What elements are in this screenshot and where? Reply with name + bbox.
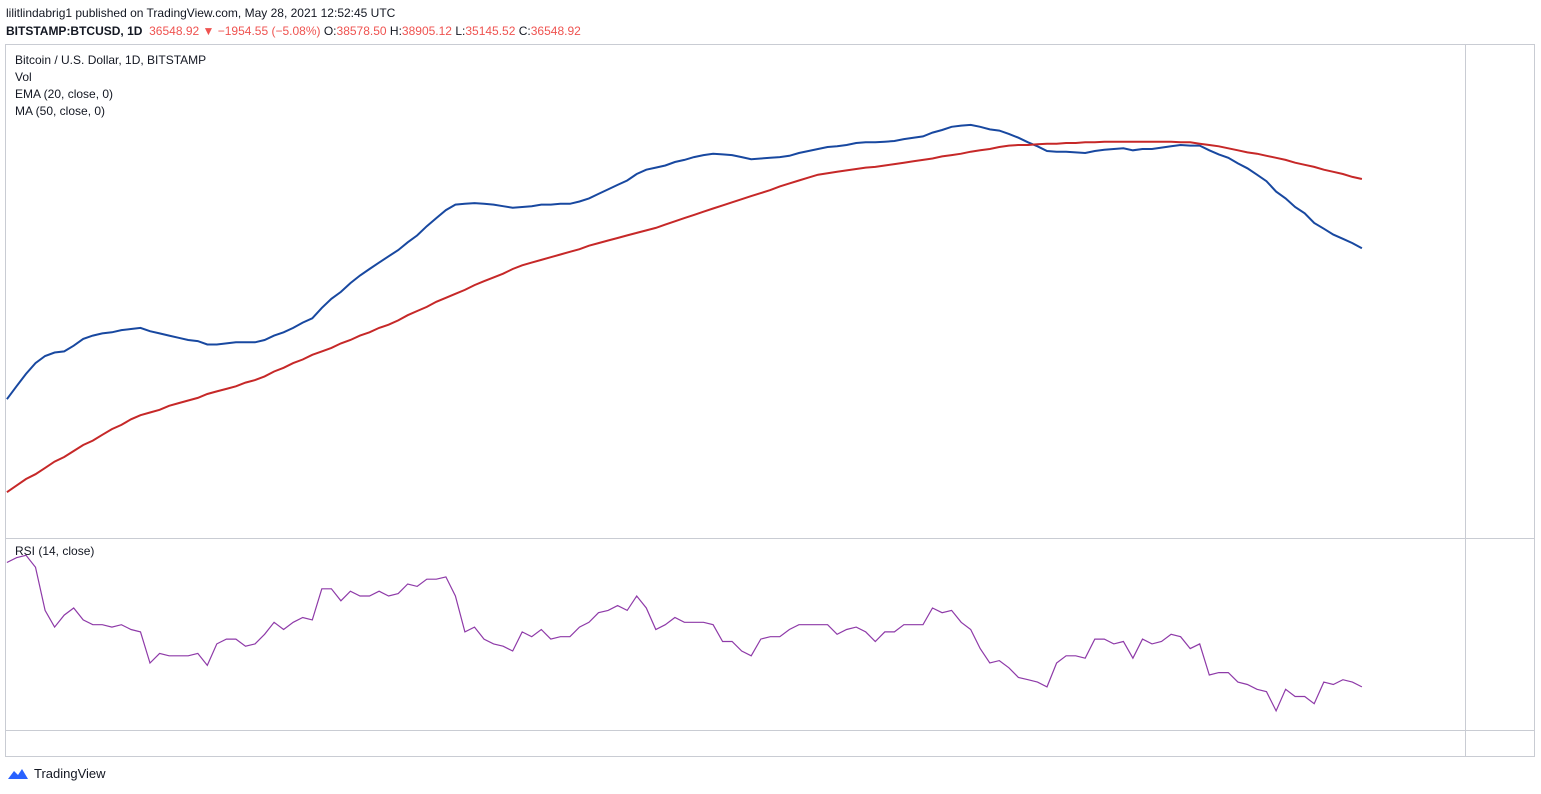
price: 36548.92 [149, 24, 200, 38]
ohlc-label: L: [455, 24, 466, 38]
ohlc-label: H: [389, 24, 402, 38]
symbol: BITSTAMP:BTCUSD, 1D [6, 24, 143, 38]
ohlc-label: O: [323, 24, 337, 38]
indicator-line [6, 140, 1363, 494]
legend-ma: MA (50, close, 0) [15, 104, 105, 118]
ohlc-value: 36548.92 [530, 24, 581, 38]
rsi-line [6, 554, 1363, 713]
chart-frame [5, 44, 1535, 757]
change: ▼ −1954.55 (−5.08%) [202, 24, 321, 38]
quote-line: BITSTAMP:BTCUSD, 1D 36548.92 ▼ −1954.55 … [6, 22, 581, 40]
indicator-line [6, 123, 1363, 400]
legend-volume: Vol [15, 70, 32, 84]
logo [8, 768, 28, 779]
ohlc-value: 35145.52 [465, 24, 516, 38]
chart: Bitcoin / U.S. Dollar, 1D, BITSTAMP Vol … [5, 44, 1535, 757]
header: lilitlindabrig1 published on TradingView… [6, 4, 581, 40]
marks [6, 123, 1363, 713]
attribution: lilitlindabrig1 published on TradingView… [6, 6, 396, 20]
ohlc-value: 38578.50 [336, 24, 387, 38]
footer-brand: TradingView [34, 766, 106, 781]
labels: Bitcoin / U.S. Dollar, 1D, BITSTAMP Vol … [15, 53, 206, 558]
ohlc-value: 38905.12 [401, 24, 452, 38]
legend-rsi: RSI (14, close) [15, 544, 94, 558]
ohlc-label: C: [518, 24, 531, 38]
legend-title: Bitcoin / U.S. Dollar, 1D, BITSTAMP [15, 53, 206, 67]
legend-ema: EMA (20, close, 0) [15, 87, 113, 101]
footer: TradingView [8, 766, 106, 781]
